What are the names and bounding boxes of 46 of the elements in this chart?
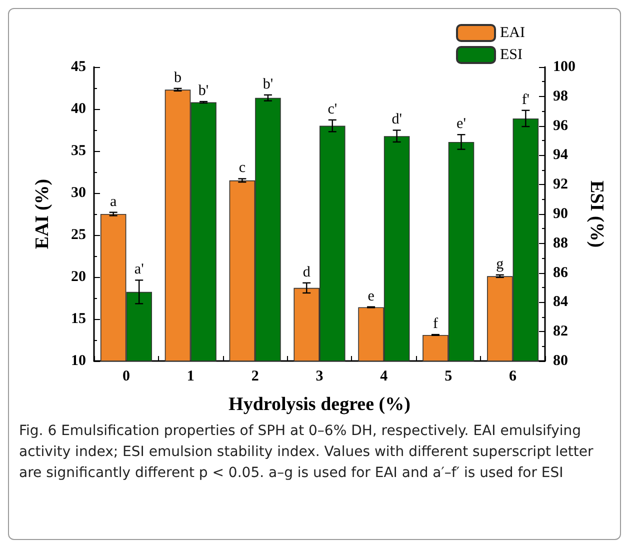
x-axis-title: Hydrolysis degree (%): [228, 394, 410, 415]
x-tick-label: 0: [122, 368, 130, 384]
y-tick-label: 35: [71, 143, 86, 159]
y-tick-label: 45: [71, 59, 86, 75]
x-tick-label: 4: [380, 368, 388, 384]
y-tick-label: 25: [71, 227, 86, 243]
y2-tick-label: 96: [553, 118, 568, 134]
x-tick-label: 5: [444, 368, 452, 384]
data-label: e': [456, 116, 466, 132]
y-tick-label: 10: [71, 353, 86, 369]
data-label: a': [134, 262, 144, 278]
data-label: c: [238, 160, 246, 176]
data-label: f: [432, 316, 438, 332]
y2-tick-label: 90: [553, 206, 568, 222]
y2-tick-label: 92: [553, 176, 568, 193]
data-label: d': [392, 112, 402, 128]
data-label: b: [174, 70, 182, 86]
x-tick-label: 3: [316, 368, 324, 384]
data-label: f': [522, 92, 530, 108]
y2-tick-label: 82: [553, 324, 568, 340]
legend-label: ESI: [500, 47, 523, 63]
y-axis-title: EAI (%): [32, 178, 53, 250]
x-tick-label: 6: [509, 368, 518, 384]
y-tick-label: 20: [71, 269, 86, 285]
data-label: g: [496, 256, 504, 272]
y-tick-label: 30: [71, 185, 86, 201]
x-tick-label: 2: [251, 368, 259, 384]
data-label: a: [110, 194, 117, 210]
y2-tick-label: 100: [553, 59, 576, 75]
y2-tick-label: 98: [553, 88, 568, 104]
caption: Fig. 6 Emulsification properties of SPH at 0–6% DH, respectively. EAI emulsifying activity index; ESI emulsion stability index. Values with different superscript letter are significantly different p < 0.05. a–g is used for EAI and a′–f′ is used for ESI: [19, 422, 594, 483]
y2-tick-label: 94: [553, 147, 568, 164]
data-label: b': [262, 76, 274, 92]
x-tick-label: 1: [186, 368, 194, 384]
data-label: b': [198, 83, 209, 100]
y2-tick-label: 84: [553, 294, 568, 310]
y2-tick-label: 88: [553, 235, 568, 252]
y2-tick-label: 80: [553, 353, 568, 369]
y-tick-label: 40: [71, 101, 86, 117]
legend-label: EAI: [500, 25, 526, 41]
y2-axis-title: ESI (%): [586, 180, 607, 248]
data-label: d: [302, 264, 311, 280]
data-label: e: [368, 288, 375, 304]
y-tick-label: 15: [71, 311, 86, 327]
data-label: c': [328, 101, 338, 118]
y2-tick-label: 86: [553, 264, 568, 281]
